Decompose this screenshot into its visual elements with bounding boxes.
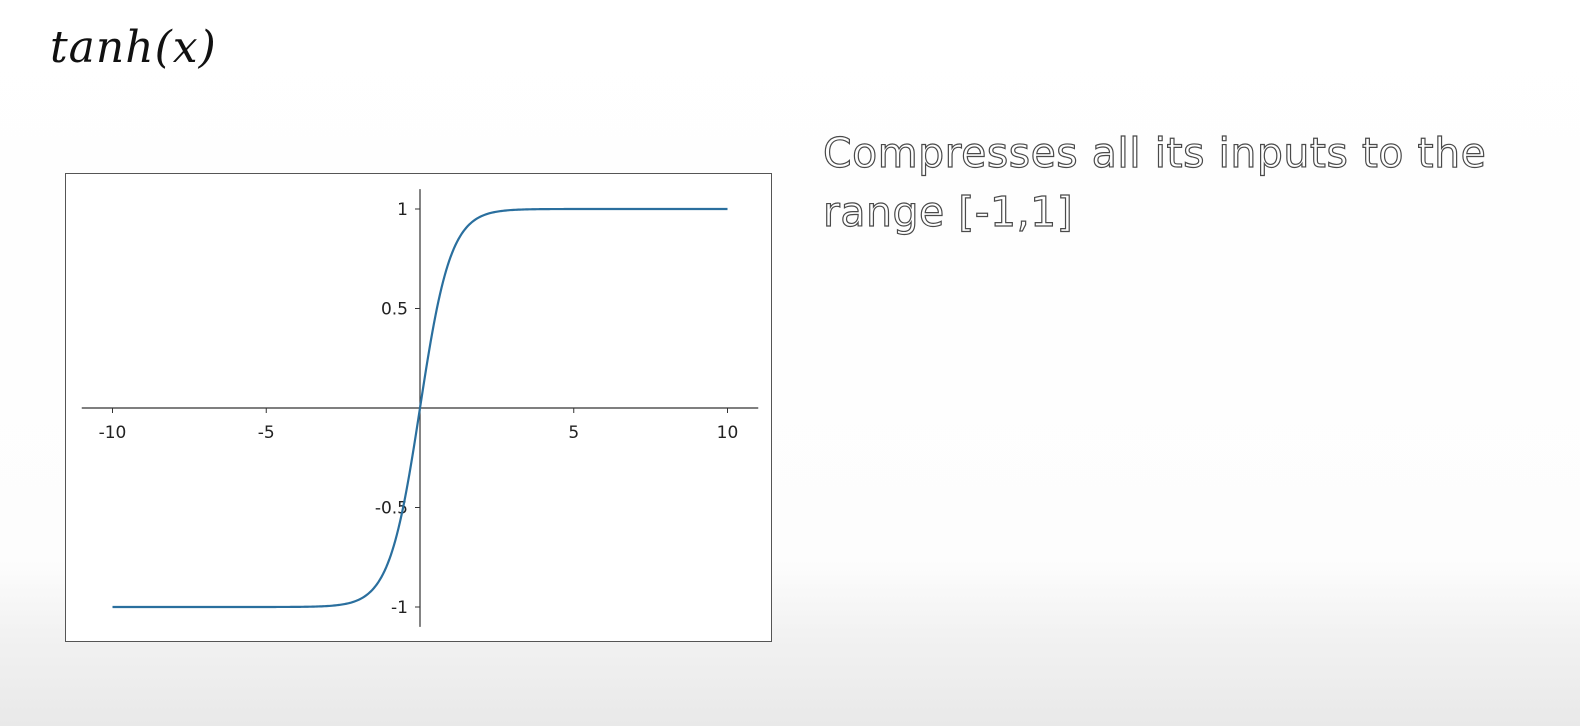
y-tick-label: 0.5 <box>381 300 408 320</box>
chart-frame: -10 -5 5 10 1 0.5 -0.5 -1 <box>65 173 772 642</box>
x-tick-label: -5 <box>258 423 275 443</box>
slide-title: tanh(x) <box>50 22 217 73</box>
y-tick-label: -1 <box>391 598 408 618</box>
y-tick-label: -0.5 <box>375 499 408 519</box>
slide-description: Compresses all its inputs to the range [… <box>822 128 1487 236</box>
tanh-chart: -10 -5 5 10 1 0.5 -0.5 -1 <box>81 189 759 627</box>
x-tick-label: 5 <box>568 423 579 443</box>
x-tick-label: -10 <box>99 423 127 443</box>
y-tick-label: 1 <box>397 200 408 220</box>
tanh-series-line <box>112 207 728 609</box>
x-tick-label: 10 <box>717 423 739 443</box>
